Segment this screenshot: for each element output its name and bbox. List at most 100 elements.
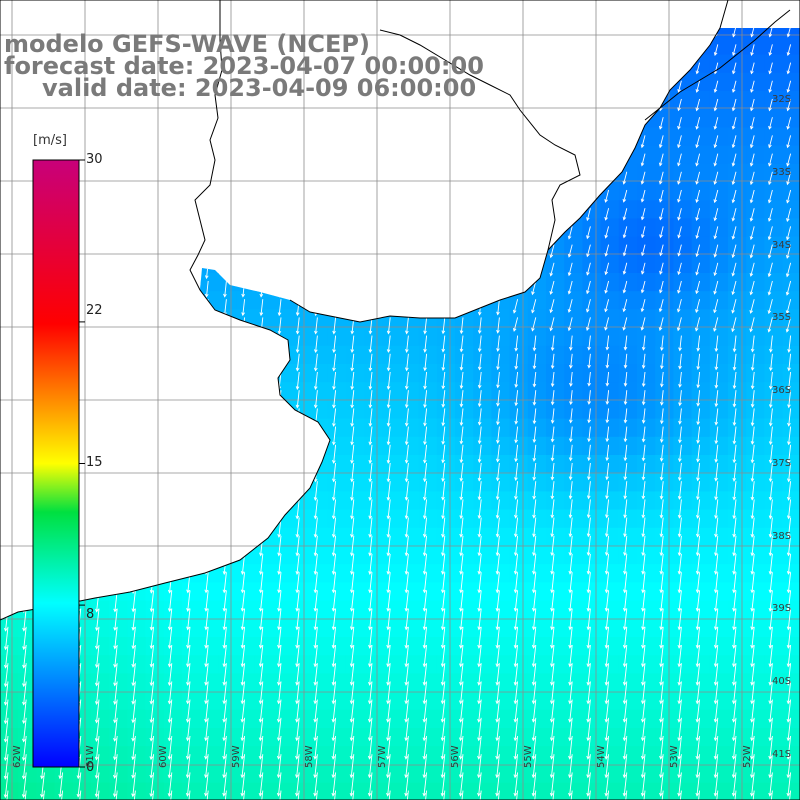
wind-cell	[709, 782, 729, 800]
wind-cell	[509, 509, 529, 529]
wind-cell	[509, 546, 529, 565]
wind-arrow	[586, 317, 591, 331]
wind-cell	[655, 509, 674, 529]
wind-cell	[655, 709, 674, 729]
wind-cell	[254, 618, 274, 638]
wind-arrow	[406, 371, 409, 389]
wind-cell	[254, 637, 274, 656]
wind-arrow	[769, 28, 773, 37]
wind-cell	[418, 600, 438, 620]
wind-cell	[764, 163, 784, 183]
wind-arrow	[714, 98, 719, 111]
wind-arrow	[768, 280, 773, 295]
wind-arrow	[642, 572, 646, 593]
wind-cell	[673, 655, 693, 674]
wind-cell	[273, 709, 292, 729]
wind-cell	[691, 382, 711, 401]
wind-arrow	[697, 408, 701, 425]
wind-arrow-head	[567, 327, 572, 332]
wind-arrow-head	[695, 607, 700, 612]
wind-arrow	[786, 299, 792, 314]
wind-cell	[491, 746, 511, 765]
wind-cell	[145, 782, 165, 800]
wind-arrow-head	[368, 386, 373, 390]
wind-arrow	[750, 117, 755, 130]
wind-cell	[618, 782, 638, 800]
wind-arrow	[205, 626, 209, 648]
wind-arrow	[715, 426, 719, 444]
wind-arrow-head	[732, 607, 736, 612]
wind-arrow-head	[750, 515, 755, 520]
wind-arrow	[751, 481, 755, 500]
wind-cell	[564, 564, 583, 583]
wind-arrow	[387, 444, 391, 463]
wind-cell	[764, 273, 784, 292]
wind-arrow-head	[204, 644, 208, 649]
wind-cell	[491, 345, 511, 365]
wind-arrow-head	[695, 180, 699, 185]
wind-arrow-head	[513, 552, 518, 557]
wind-cell	[600, 691, 620, 711]
wind-arrow	[788, 444, 792, 463]
wind-cell	[127, 618, 147, 638]
wind-arrow	[696, 98, 701, 111]
wind-arrow	[570, 408, 573, 423]
wind-arrow-head	[731, 254, 736, 259]
wind-arrow	[733, 499, 737, 519]
wind-cell	[764, 546, 784, 565]
wind-arrow-head	[786, 162, 790, 167]
wind-arrow	[732, 171, 737, 185]
wind-arrow-head	[495, 589, 500, 594]
wind-arrow-head	[731, 328, 735, 333]
wind-cell	[637, 473, 656, 492]
wind-cell	[564, 291, 583, 310]
wind-cell	[564, 691, 583, 711]
wind-cell	[400, 600, 420, 620]
wind-arrow-head	[422, 552, 427, 557]
wind-arrow-head	[204, 589, 209, 594]
wind-arrow	[260, 572, 264, 593]
wind-arrow-head	[295, 367, 300, 372]
wind-arrow-head	[640, 289, 645, 294]
wind-cell	[637, 236, 656, 256]
wind-cell	[764, 455, 784, 474]
wind-arrow	[586, 244, 591, 257]
wind-arrow	[732, 189, 737, 203]
wind-arrow	[660, 444, 664, 461]
wind-arrow-head	[659, 514, 664, 519]
wind-arrow-head	[568, 589, 573, 594]
wind-arrow	[460, 517, 464, 537]
wind-arrow-head	[386, 589, 391, 594]
wind-arrow	[405, 608, 409, 630]
wind-arrow	[533, 353, 537, 369]
wind-arrow-head	[532, 533, 536, 538]
wind-arrow-head	[605, 401, 610, 405]
wind-cell	[600, 673, 620, 693]
wind-arrow	[442, 572, 446, 593]
wind-arrow	[333, 462, 337, 482]
wind-cell	[673, 218, 693, 238]
wind-arrow-head	[768, 385, 773, 390]
wind-arrow	[568, 262, 573, 276]
wind-cell	[0, 618, 19, 638]
wind-arrow	[332, 608, 337, 630]
wind-cell	[327, 782, 347, 800]
wind-cell	[782, 546, 800, 565]
wind-arrow	[695, 280, 701, 294]
wind-cell	[254, 600, 274, 620]
wind-arrow	[642, 462, 646, 480]
wind-cell	[600, 200, 620, 219]
wind-arrow-head	[477, 515, 482, 520]
wind-arrow-head	[622, 252, 627, 257]
wind-arrow-head	[531, 589, 536, 594]
wind-arrow	[351, 608, 355, 630]
wind-cell	[582, 746, 602, 765]
wind-arrow-head	[623, 457, 628, 462]
wind-cell	[582, 309, 602, 329]
wind-arrow	[496, 499, 500, 519]
wind-arrow-head	[368, 552, 372, 557]
wind-cell	[600, 527, 620, 547]
wind-arrow	[442, 553, 446, 574]
wind-cell	[364, 709, 383, 729]
wind-cell	[746, 728, 765, 747]
